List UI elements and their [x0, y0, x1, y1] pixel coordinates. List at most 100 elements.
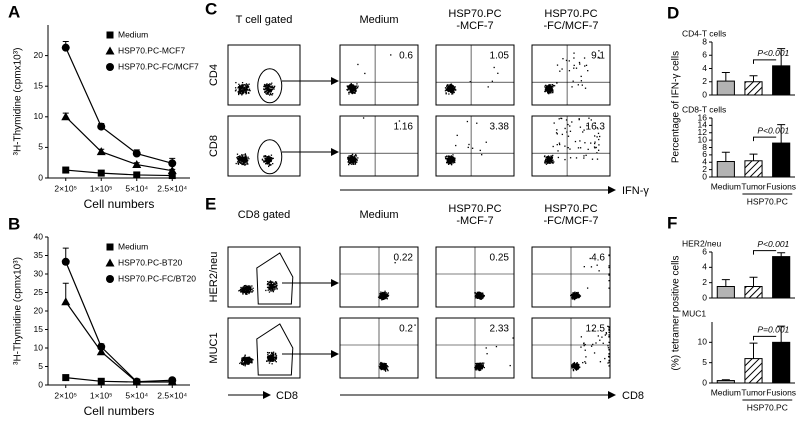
flow-event [267, 280, 269, 283]
flow-event [387, 369, 389, 372]
chart-title: HER2/neu [682, 238, 721, 248]
flow-event [608, 359, 610, 362]
flow-event [450, 155, 452, 157]
flow-event [446, 89, 448, 91]
gate [257, 139, 283, 175]
flow-event [265, 90, 267, 92]
flow-event [595, 146, 597, 149]
flow-event [267, 90, 270, 92]
flow-event [271, 355, 274, 358]
flow-event [268, 281, 270, 283]
flow-event [235, 81, 237, 84]
error-bar [721, 151, 730, 162]
flow-event [273, 283, 275, 285]
flow-event [238, 161, 241, 164]
flow-event [242, 88, 244, 90]
flow-event [475, 294, 478, 296]
flow-event [348, 159, 350, 161]
flow-event [544, 85, 547, 87]
flow-event [265, 289, 267, 292]
flow-event [246, 357, 248, 359]
flow-event [239, 289, 241, 291]
flow-event [348, 93, 350, 95]
flow-event [572, 365, 574, 367]
flow-event [269, 157, 271, 160]
flow-event [476, 122, 478, 124]
flow-event [577, 365, 580, 367]
flow-event [350, 155, 352, 157]
flow-event [272, 354, 274, 356]
flow-event [545, 161, 548, 163]
flow-event [241, 84, 244, 86]
flow-event [242, 290, 244, 293]
flow-event [585, 154, 587, 156]
flow-event [451, 88, 454, 90]
sig-bracket [753, 250, 777, 255]
flow-event [268, 357, 270, 359]
flow-event [577, 294, 579, 296]
flow-event [270, 283, 273, 286]
flow-event [608, 349, 610, 351]
flow-event [548, 88, 551, 90]
flow-event [569, 130, 572, 132]
flow-event [549, 84, 551, 87]
flow-event [481, 297, 483, 299]
flow-event [242, 288, 244, 291]
flow-event [350, 84, 353, 86]
flow-event [552, 84, 555, 87]
flow-event [452, 88, 455, 90]
flow-event [353, 155, 356, 157]
error-bar [749, 342, 758, 359]
flow-event [350, 91, 352, 93]
flow-event [381, 362, 383, 364]
flow-event [479, 367, 482, 369]
flow-event [269, 93, 272, 95]
flow-event [238, 92, 240, 95]
flow-event [380, 292, 383, 295]
flow-event [348, 163, 350, 166]
flow-event [244, 355, 246, 357]
flow-event [446, 87, 449, 89]
flow-event [451, 158, 453, 160]
flow-event [269, 284, 271, 287]
flow-event [452, 160, 454, 162]
flow-event [482, 292, 484, 294]
flow-event [556, 82, 558, 84]
flow-event [476, 297, 478, 299]
flow-event [349, 91, 351, 93]
flow-event [249, 359, 252, 361]
flow-event [596, 264, 598, 266]
flow-event [601, 336, 603, 338]
flow-event [545, 87, 547, 89]
flow-event [548, 160, 550, 163]
y-tick-label: 6 [702, 149, 707, 159]
flow-event [576, 297, 578, 299]
error-bar [749, 276, 758, 287]
flow-event [595, 342, 597, 344]
bar [716, 380, 735, 384]
flow-event [250, 287, 252, 290]
flow-event [272, 290, 275, 293]
flow-event [481, 154, 483, 156]
plot-frame [339, 115, 419, 177]
y-tick-label: 20 [34, 50, 44, 60]
flow-event [267, 84, 270, 86]
flow-event [580, 75, 582, 78]
flow-event [241, 91, 243, 93]
flow-event [269, 281, 271, 284]
flow-event [447, 158, 449, 160]
flow-event [493, 66, 495, 69]
flow-event [476, 364, 478, 367]
flow-event [246, 289, 248, 291]
flow-event [356, 86, 359, 89]
flow-event [272, 289, 274, 291]
flow-event [579, 126, 582, 128]
y-tick-label: 5 [38, 142, 43, 152]
flow-event [450, 89, 452, 92]
flow-event [357, 157, 359, 159]
flow-event [357, 85, 359, 87]
flow-event [348, 91, 350, 94]
flow-event [543, 155, 546, 158]
flow-event [583, 342, 585, 344]
flow-event [246, 289, 248, 292]
